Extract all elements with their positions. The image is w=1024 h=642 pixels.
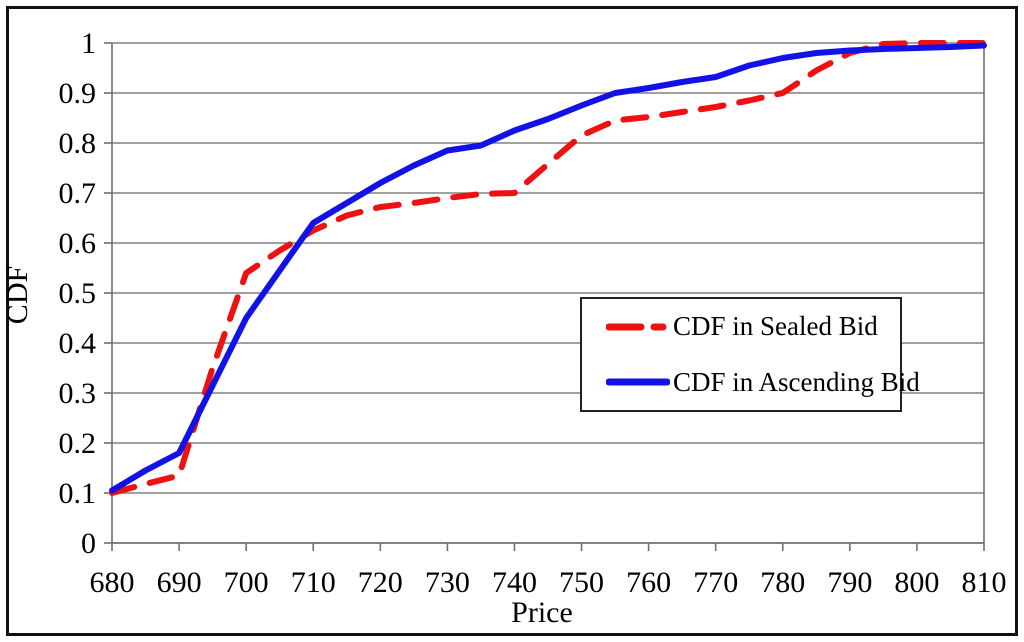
y-axis-title: CDF	[1, 265, 34, 325]
x-axis-title: Price	[511, 596, 573, 629]
sealed-bid-line-sample	[606, 323, 670, 331]
x-tick-label: 680	[90, 566, 135, 599]
ascending-bid-line-sample	[606, 378, 670, 386]
x-tick-label: 750	[559, 566, 604, 599]
x-tick-label: 770	[693, 566, 738, 599]
x-tick-label: 730	[425, 566, 470, 599]
x-tick-label: 700	[224, 566, 269, 599]
x-tick-label: 760	[626, 566, 671, 599]
y-tick-label: 0.6	[59, 227, 97, 260]
x-tick-label: 690	[157, 566, 202, 599]
x-tick-label: 810	[962, 566, 1007, 599]
y-tick-label: 0.5	[59, 277, 97, 310]
y-tick-label: 0.3	[59, 377, 97, 410]
legend: CDF in Sealed Bid CDF in Ascending Bid	[580, 297, 920, 412]
y-tick-label: 0.8	[59, 127, 97, 160]
legend-label-ascending-bid: CDF in Ascending Bid	[673, 366, 920, 397]
y-tick-label: 0.7	[59, 177, 97, 210]
x-tick-label: 740	[492, 566, 537, 599]
y-tick-label: 0.4	[59, 327, 97, 360]
x-tick-label: 720	[358, 566, 403, 599]
legend-label-sealed-bid: CDF in Sealed Bid	[673, 311, 878, 342]
x-tick-label: 710	[291, 566, 336, 599]
series-line-ascending-bid	[109, 42, 987, 494]
y-tick-label: 0	[81, 527, 96, 560]
y-tick-label: 0.2	[59, 427, 97, 460]
series-line-sealed-bid	[109, 40, 987, 496]
y-tick-label: 0.9	[59, 77, 97, 110]
x-tick-label: 800	[894, 566, 939, 599]
y-tick-label: 0.1	[59, 477, 97, 510]
x-tick-label: 780	[760, 566, 805, 599]
y-tick-label: 1	[81, 27, 96, 60]
x-tick-label: 790	[827, 566, 872, 599]
legend-item-ascending-bid: CDF in Ascending Bid	[582, 362, 920, 402]
legend-item-sealed-bid: CDF in Sealed Bid	[582, 307, 900, 347]
